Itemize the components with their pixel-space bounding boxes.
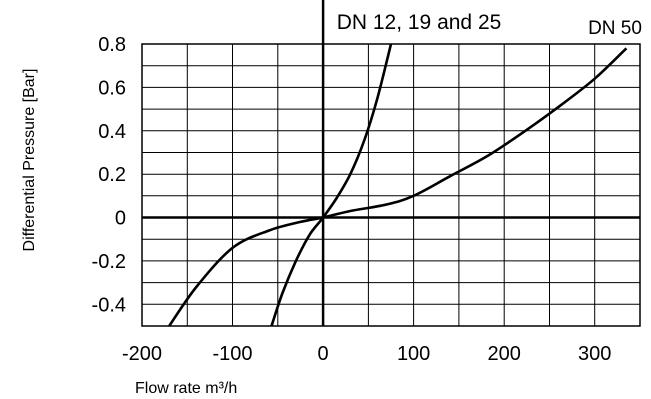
annotation-dn-12-19-25: DN 12, 19 and 25 bbox=[337, 11, 502, 34]
y-axis-label: Differential Pressure [Bar] bbox=[21, 69, 38, 252]
curves bbox=[168, 43, 628, 327]
x-tick-labels: -200 -100 0 100 200 300 bbox=[122, 343, 611, 365]
y-tick-label: -0.2 bbox=[92, 251, 126, 273]
axes bbox=[142, 0, 640, 326]
y-tick-label: -0.4 bbox=[92, 294, 126, 316]
y-tick-labels: 0.8 0.6 0.4 0.2 0 -0.2 -0.4 bbox=[92, 34, 126, 316]
series-line-1 bbox=[168, 47, 628, 327]
plot-border bbox=[141, 43, 641, 327]
grid bbox=[142, 44, 640, 326]
y-tick-label: 0.6 bbox=[98, 77, 126, 99]
y-tick-label: 0.8 bbox=[98, 34, 126, 56]
x-tick-label: -100 bbox=[213, 343, 253, 365]
y-tick-label: 0 bbox=[115, 208, 126, 230]
x-tick-label: 300 bbox=[578, 343, 611, 365]
plot-frame bbox=[141, 43, 641, 327]
series-line-0 bbox=[270, 43, 393, 327]
x-tick-label: -200 bbox=[122, 343, 162, 365]
x-tick-label: 100 bbox=[397, 343, 430, 365]
x-tick-label: 0 bbox=[318, 343, 329, 365]
annotation-dn-50: DN 50 bbox=[588, 18, 642, 39]
x-axis-label: Flow rate m³/h bbox=[135, 380, 237, 397]
y-tick-label: 0.2 bbox=[98, 164, 126, 186]
y-tick-label: 0.4 bbox=[98, 121, 126, 143]
x-tick-label: 200 bbox=[487, 343, 520, 365]
